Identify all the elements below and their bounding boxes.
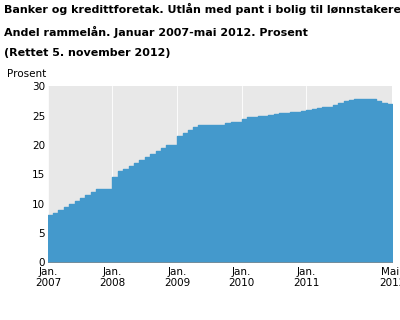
Text: (Rettet 5. november 2012): (Rettet 5. november 2012): [4, 48, 170, 58]
Text: Andel rammelån. Januar 2007-mai 2012. Prosent: Andel rammelån. Januar 2007-mai 2012. Pr…: [4, 26, 308, 38]
Text: Banker og kredittforetak. Utlån med pant i bolig til lønnstakere.: Banker og kredittforetak. Utlån med pant…: [4, 3, 400, 15]
Text: Prosent: Prosent: [7, 69, 46, 79]
